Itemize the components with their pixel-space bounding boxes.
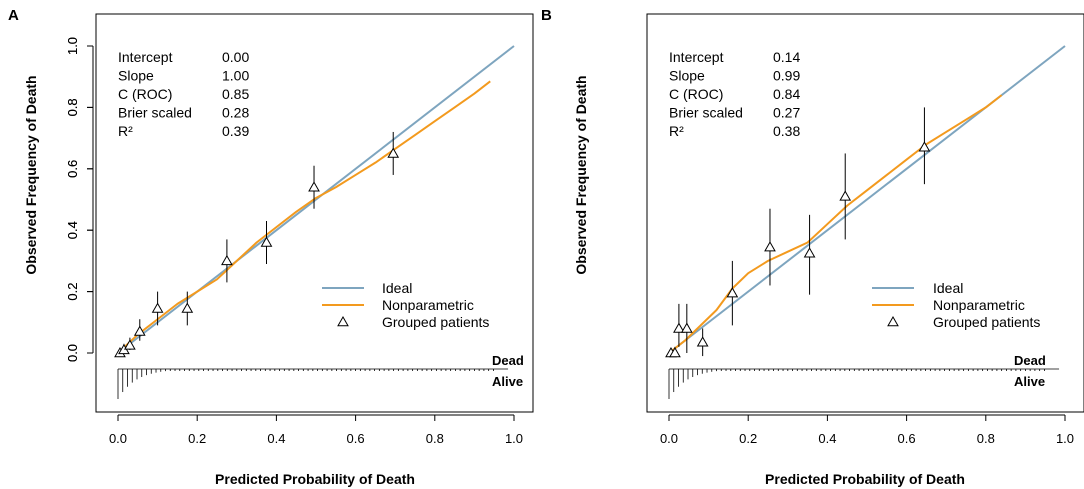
grouped-point bbox=[124, 339, 136, 350]
y-tick-label: 0.4 bbox=[65, 221, 80, 239]
stat-value: 0.38 bbox=[773, 123, 800, 139]
x-tick-label: 0.2 bbox=[739, 431, 757, 446]
nonparametric-curve bbox=[117, 80, 491, 354]
rug-label-dead: Dead bbox=[492, 353, 524, 368]
x-axis-title: Predicted Probability of Death bbox=[215, 471, 415, 487]
y-tick-label: 0.6 bbox=[65, 160, 80, 178]
stat-label: Slope bbox=[669, 68, 705, 84]
legend-label-nonparametric: Nonparametric bbox=[382, 297, 474, 313]
grouped-point bbox=[696, 336, 709, 347]
grouped-point bbox=[151, 302, 164, 313]
y-tick-label: 0.4 bbox=[65, 221, 80, 239]
x-tick-label: 1.0 bbox=[1056, 431, 1074, 446]
grouped-point bbox=[669, 346, 681, 358]
rug-plot bbox=[668, 368, 1060, 399]
nonparametric-curve bbox=[668, 94, 1003, 354]
stat-label: C (ROC) bbox=[118, 86, 172, 102]
grouped-point bbox=[260, 236, 273, 247]
y-tick-label: 0.8 bbox=[65, 98, 80, 116]
stat-value: 0.39 bbox=[222, 123, 249, 139]
stat-value: 0.00 bbox=[222, 49, 249, 65]
calibration-panel-a: A Predicted Probability of Death Observe… bbox=[8, 7, 534, 487]
calibration-panel-b: B Predicted Probability of Death Observe… bbox=[65, 7, 1084, 487]
grouped-point bbox=[387, 147, 400, 158]
y-tick-label: 0.0 bbox=[65, 344, 80, 362]
stat-value: 0.27 bbox=[773, 105, 800, 121]
y-axis-title: Observed Frequency of Death bbox=[573, 75, 589, 274]
panel-label: B bbox=[541, 7, 552, 24]
grouped-point bbox=[673, 322, 685, 333]
grouped-point bbox=[181, 302, 194, 313]
stat-label: Brier scaled bbox=[669, 105, 743, 121]
x-tick-label: 0.6 bbox=[347, 431, 365, 446]
plot-frame bbox=[646, 13, 1084, 413]
grouped-point bbox=[308, 181, 320, 192]
grouped-point bbox=[764, 241, 776, 252]
grouped-point bbox=[803, 247, 816, 258]
x-tick-label: 0.6 bbox=[898, 431, 916, 446]
plot-frame bbox=[95, 13, 534, 413]
rug-plot bbox=[117, 368, 509, 399]
y-tick-label: 0.2 bbox=[65, 283, 80, 301]
y-tick-label: 0.2 bbox=[65, 283, 80, 301]
legend-label-grouped: Grouped patients bbox=[933, 314, 1040, 330]
grouped-point bbox=[726, 287, 739, 298]
legend-swatch-grouped bbox=[337, 315, 349, 327]
rug-label-alive: Alive bbox=[492, 374, 523, 389]
grouped-point bbox=[680, 322, 693, 333]
stat-value: 1.00 bbox=[222, 68, 249, 84]
grouped-point bbox=[133, 325, 146, 336]
stat-label: C (ROC) bbox=[669, 86, 723, 102]
y-tick-label: 1.0 bbox=[65, 37, 80, 55]
legend-label-ideal: Ideal bbox=[933, 280, 963, 296]
x-tick-label: 0.0 bbox=[109, 431, 127, 446]
legend-label-ideal: Ideal bbox=[382, 280, 412, 296]
stat-label: Intercept bbox=[669, 49, 724, 65]
grouped-point bbox=[918, 141, 931, 152]
y-tick-label: 1.0 bbox=[65, 37, 80, 55]
stat-label: Intercept bbox=[118, 49, 173, 65]
stat-label: R² bbox=[669, 123, 684, 139]
stat-value: 0.14 bbox=[773, 49, 800, 65]
grouped-point bbox=[839, 190, 852, 201]
x-tick-label: 0.0 bbox=[660, 431, 678, 446]
x-axis-title: Predicted Probability of Death bbox=[765, 471, 965, 487]
x-tick-label: 0.4 bbox=[818, 431, 836, 446]
stat-value: 0.28 bbox=[222, 105, 249, 121]
grouped-point bbox=[221, 254, 233, 266]
stat-label: Slope bbox=[118, 68, 154, 84]
rug-label-alive: Alive bbox=[1014, 374, 1045, 389]
x-tick-label: 1.0 bbox=[505, 431, 523, 446]
y-tick-label: 0.8 bbox=[65, 98, 80, 116]
stat-label: R² bbox=[118, 123, 133, 139]
x-tick-label: 0.4 bbox=[267, 431, 285, 446]
legend-label-grouped: Grouped patients bbox=[382, 314, 489, 330]
legend-label-nonparametric: Nonparametric bbox=[933, 297, 1025, 313]
stat-label: Brier scaled bbox=[118, 105, 192, 121]
stat-value: 0.85 bbox=[222, 86, 249, 102]
y-tick-label: 0.0 bbox=[65, 344, 80, 362]
ideal-line bbox=[117, 45, 515, 354]
legend-swatch-grouped bbox=[887, 315, 899, 327]
plot-marks: 0.0 0.2 0.4 0.6 0.8 1.0 0.0 0.2 0.4 0.6 0.8 1.0 Inte… bbox=[65, 37, 524, 446]
y-tick-label: 0.6 bbox=[65, 160, 80, 178]
stat-value: 0.99 bbox=[773, 68, 800, 84]
panel-label: A bbox=[8, 7, 19, 24]
plot-marks: 0.0 0.2 0.4 0.6 0.8 1.0 0.0 0.2 0.4 0.6 0.8 1.0 Inte… bbox=[65, 37, 1074, 446]
x-tick-label: 0.8 bbox=[426, 431, 444, 446]
x-tick-label: 0.8 bbox=[977, 431, 995, 446]
y-axis-title: Observed Frequency of Death bbox=[23, 75, 39, 274]
stat-value: 0.84 bbox=[773, 86, 800, 102]
rug-label-dead: Dead bbox=[1014, 353, 1046, 368]
x-tick-label: 0.2 bbox=[188, 431, 206, 446]
